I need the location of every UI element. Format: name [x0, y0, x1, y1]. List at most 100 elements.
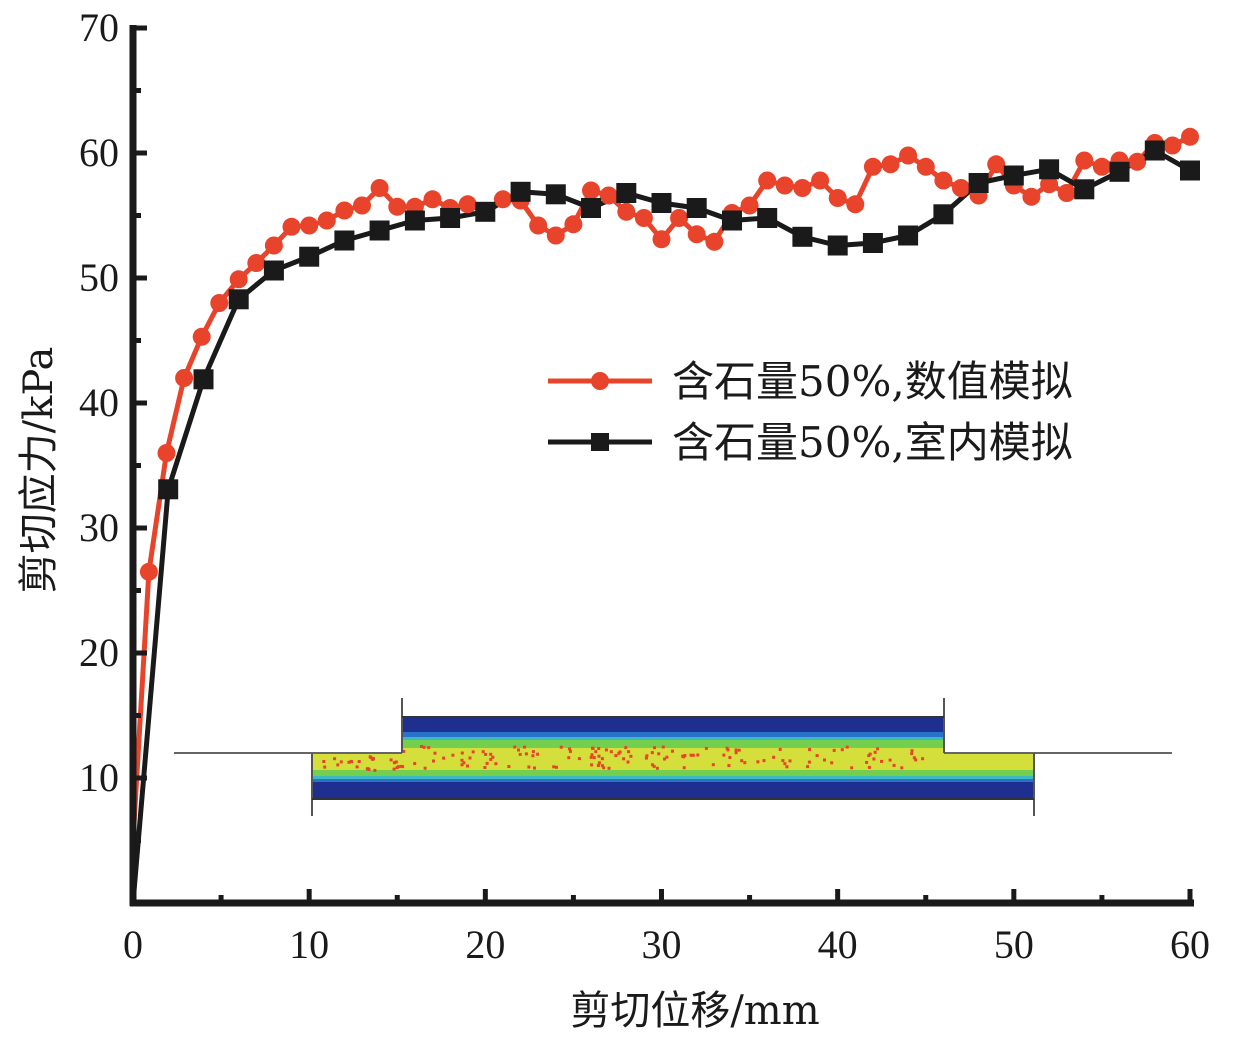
- inset-speckle: [607, 766, 611, 770]
- inset-speckle: [592, 756, 596, 760]
- data-point-series-1: [157, 444, 176, 462]
- data-point-series-2: [722, 210, 742, 231]
- inset-speckle: [711, 763, 715, 767]
- data-point-series-2: [968, 173, 989, 193]
- inset-speckle: [651, 763, 654, 767]
- data-point-series-2: [933, 204, 954, 225]
- inset-speckle: [596, 764, 600, 767]
- y-tick-label: 60: [79, 130, 119, 175]
- y-axis-title: 剪切应力/kPa: [16, 347, 62, 594]
- x-axis-title: 剪切位移/mm: [570, 988, 819, 1034]
- inset-speckle: [396, 765, 400, 769]
- data-point-series-1: [758, 171, 777, 190]
- inset-speckle: [622, 757, 626, 761]
- data-point-series-2: [404, 210, 425, 231]
- inset-speckle: [427, 746, 431, 750]
- inset-speckle: [597, 761, 601, 765]
- inset-speckle: [555, 765, 558, 769]
- data-point-series-1: [828, 189, 847, 207]
- inset-speckle: [778, 747, 782, 751]
- x-tick-label: 40: [818, 922, 858, 967]
- data-point-series-1: [282, 217, 301, 236]
- data-point-series-2: [862, 233, 883, 253]
- inset-speckle: [442, 756, 446, 760]
- inset-speckle: [624, 746, 628, 750]
- inset-speckle: [892, 763, 896, 767]
- data-point-series-1: [652, 230, 671, 249]
- inset-speckle: [914, 758, 918, 762]
- inset-speckle: [422, 745, 426, 749]
- inset-speckle: [689, 753, 693, 757]
- data-point-series-1: [582, 181, 600, 200]
- x-tick-label: 0: [123, 922, 143, 967]
- data-point-series-2: [545, 184, 566, 205]
- inset-speckle: [357, 760, 361, 763]
- inset-speckle: [691, 753, 695, 757]
- inset-speckle: [423, 766, 427, 770]
- data-point-series-1: [863, 157, 882, 176]
- y-tick-label: 30: [79, 505, 119, 550]
- inset-speckle: [788, 759, 792, 763]
- inset-speckle: [726, 748, 730, 752]
- inset-speckle: [483, 766, 487, 769]
- inset-speckle: [704, 746, 708, 750]
- inset-speckle: [808, 748, 812, 751]
- inset-speckle: [600, 764, 604, 768]
- data-point-series-2: [827, 235, 848, 256]
- inset-speckle: [807, 760, 811, 764]
- inset-speckle: [734, 748, 738, 752]
- inset-speckle: [484, 752, 488, 756]
- inset-speckle: [912, 756, 916, 760]
- data-point-series-2: [898, 225, 919, 246]
- inset-mask-left: [312, 700, 402, 753]
- inset-speckle: [743, 761, 747, 765]
- data-point-series-1: [916, 157, 935, 176]
- inset-speckle: [373, 768, 377, 772]
- inset-speckle: [489, 752, 493, 756]
- inset-speckle: [772, 755, 776, 759]
- data-point-series-1: [1128, 152, 1147, 171]
- data-point-series-1: [705, 232, 724, 251]
- data-point-series-2: [1144, 140, 1165, 161]
- inset-speckle: [645, 754, 649, 758]
- data-point-series-2: [1180, 160, 1200, 181]
- data-point-series-2: [475, 201, 496, 222]
- inset-speckle: [590, 753, 594, 757]
- data-point-series-2: [616, 183, 637, 203]
- inset-speckle: [507, 765, 511, 768]
- data-point-series-2: [1109, 161, 1130, 182]
- inset-speckle: [823, 758, 826, 762]
- data-point-series-1: [1092, 157, 1111, 176]
- inset-speckle: [460, 763, 464, 767]
- inset-speckle: [627, 750, 631, 754]
- inset-speckle: [349, 759, 353, 763]
- inset-speckle: [626, 760, 630, 764]
- inset-speckle: [665, 755, 669, 759]
- inset-speckle: [451, 753, 455, 757]
- data-point-series-2: [228, 289, 249, 310]
- data-point-series-2: [510, 181, 531, 202]
- inset-speckle: [845, 745, 849, 749]
- inset-speckle: [696, 753, 700, 757]
- data-point-series-1: [599, 186, 618, 205]
- data-point-series-1: [546, 226, 565, 245]
- inset-speckle: [531, 750, 535, 754]
- inset-speckle: [781, 759, 785, 763]
- inset-speckle: [728, 756, 732, 759]
- inset-speckle: [433, 751, 437, 755]
- inset-speckle: [552, 765, 556, 769]
- inset-speckle: [785, 765, 789, 769]
- data-point-series-2: [369, 220, 390, 241]
- y-tick-label: 40: [79, 380, 119, 425]
- inset-speckle: [872, 757, 876, 761]
- data-point-series-1: [987, 155, 1006, 174]
- inset-speckle: [594, 750, 598, 754]
- inset-speckle: [725, 746, 729, 750]
- inset-speckle: [462, 761, 466, 765]
- legend-marker-square: [591, 433, 609, 451]
- axes: [129, 25, 1194, 907]
- inset-speckle: [531, 754, 535, 758]
- inset-speckle: [737, 748, 741, 752]
- inset-speckle: [536, 752, 540, 756]
- x-tick-label: 60: [1170, 922, 1210, 967]
